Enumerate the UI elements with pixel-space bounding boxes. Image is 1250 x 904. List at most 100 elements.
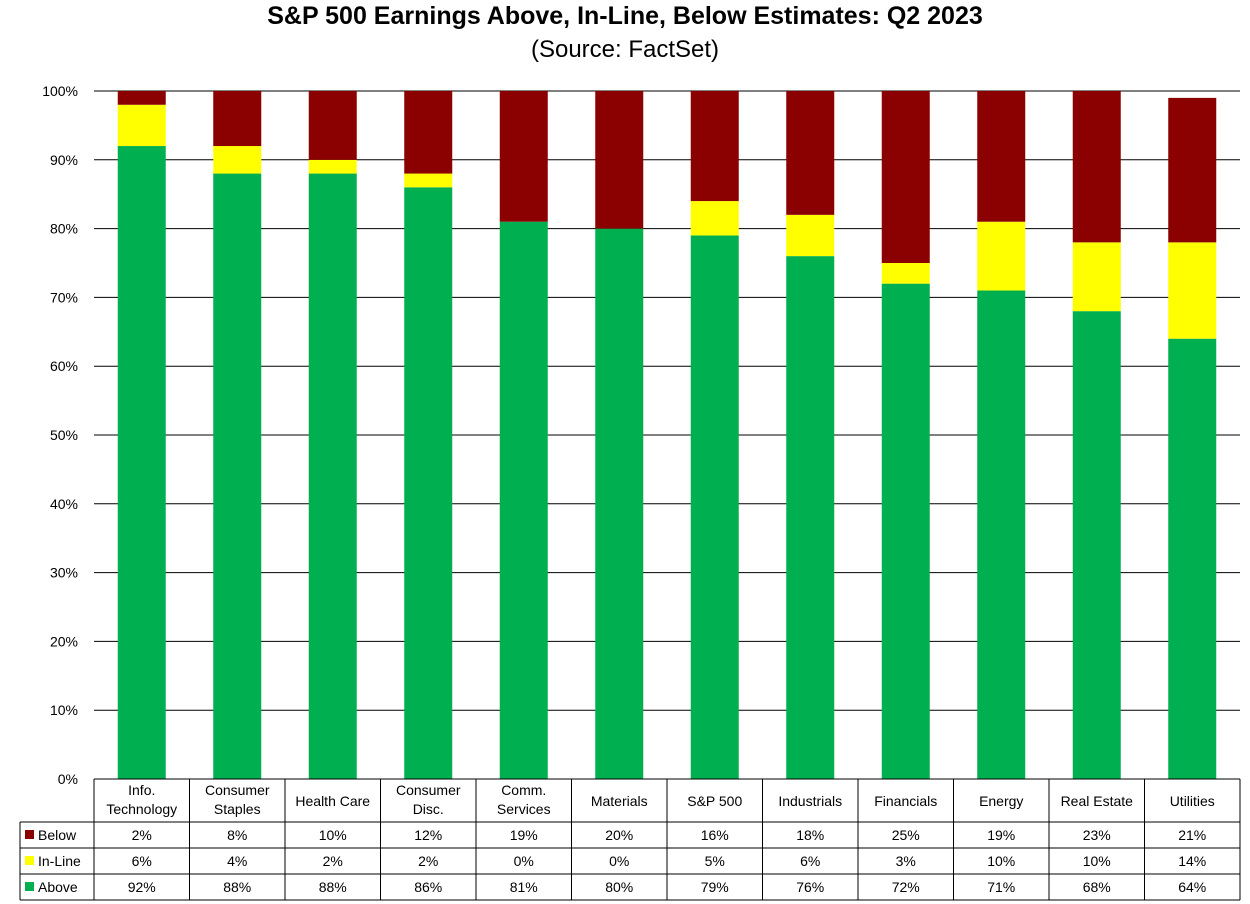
- data-label: 81%: [510, 879, 538, 895]
- data-label: 21%: [1178, 827, 1206, 843]
- bar-below: [213, 91, 262, 147]
- category-label: Utilities: [1170, 793, 1215, 809]
- bar-below: [1168, 97, 1217, 243]
- legend-label-below: Below: [38, 827, 77, 843]
- category-label: Disc.: [413, 801, 444, 817]
- data-label: 71%: [987, 879, 1015, 895]
- chart-title: S&P 500 Earnings Above, In-Line, Below E…: [267, 2, 983, 30]
- bar-below: [595, 91, 644, 229]
- bar-below: [690, 91, 739, 202]
- y-tick-label: 100%: [42, 83, 78, 99]
- data-label: 8%: [227, 827, 247, 843]
- data-label: 10%: [1083, 853, 1111, 869]
- data-label: 12%: [414, 827, 442, 843]
- data-label: 4%: [227, 853, 247, 869]
- data-label: 18%: [796, 827, 824, 843]
- data-label: 2%: [132, 827, 152, 843]
- y-tick-label: 80%: [50, 221, 78, 237]
- chart-subtitle: (Source: FactSet): [530, 36, 720, 63]
- bar-in-line: [881, 263, 930, 284]
- category-label: Technology: [106, 801, 177, 817]
- bar-in-line: [308, 159, 357, 174]
- data-label: 2%: [418, 853, 438, 869]
- bar-in-line: [404, 173, 453, 188]
- category-label: Consumer: [396, 782, 461, 798]
- data-label: 86%: [414, 879, 442, 895]
- bar-above: [1168, 338, 1217, 779]
- data-label: 19%: [987, 827, 1015, 843]
- y-tick-label: 50%: [50, 427, 78, 443]
- bar-above: [1072, 311, 1121, 779]
- category-label: Comm.: [501, 782, 546, 798]
- bar-above: [690, 235, 739, 780]
- category-label: Energy: [979, 793, 1023, 809]
- bar-below: [881, 91, 930, 263]
- y-tick-label: 0%: [58, 771, 78, 787]
- category-label: Services: [497, 801, 551, 817]
- data-label: 80%: [605, 879, 633, 895]
- data-label: 16%: [701, 827, 729, 843]
- data-label: 5%: [705, 853, 725, 869]
- bar-above: [308, 173, 357, 779]
- category-label: Info.: [128, 782, 155, 798]
- y-tick-label: 40%: [50, 496, 78, 512]
- category-label: Industrials: [778, 793, 842, 809]
- bar-above: [786, 256, 835, 779]
- data-label: 3%: [896, 853, 916, 869]
- category-label: Health Care: [295, 793, 370, 809]
- bar-in-line: [977, 221, 1026, 291]
- data-label: 25%: [892, 827, 920, 843]
- data-label: 88%: [223, 879, 251, 895]
- data-label: 68%: [1083, 879, 1111, 895]
- bar-above: [213, 173, 262, 779]
- bar-above: [404, 187, 453, 779]
- y-tick-label: 70%: [50, 289, 78, 305]
- data-label: 10%: [319, 827, 347, 843]
- category-label: Materials: [591, 793, 648, 809]
- y-tick-label: 20%: [50, 633, 78, 649]
- legend-swatch-below: [25, 830, 34, 839]
- data-label: 19%: [510, 827, 538, 843]
- data-label: 72%: [892, 879, 920, 895]
- bar-in-line: [786, 214, 835, 257]
- bar-in-line: [117, 104, 166, 147]
- bar-below: [117, 91, 166, 105]
- bar-in-line: [1072, 242, 1121, 312]
- data-label: 10%: [987, 853, 1015, 869]
- legend-swatch-in-line: [25, 856, 34, 865]
- bar-above: [881, 283, 930, 779]
- bar-below: [786, 91, 835, 215]
- bar-below: [404, 91, 453, 174]
- legend-label-in-line: In-Line: [38, 853, 81, 869]
- category-label: Financials: [874, 793, 937, 809]
- data-label: 6%: [800, 853, 820, 869]
- bar-above: [117, 146, 166, 780]
- bar-below: [499, 91, 548, 222]
- bar-in-line: [690, 201, 739, 236]
- bar-above: [499, 221, 548, 780]
- y-tick-label: 60%: [50, 358, 78, 374]
- bar-above: [595, 228, 644, 780]
- bar-above: [977, 290, 1026, 779]
- data-label: 2%: [323, 853, 343, 869]
- data-label: 79%: [701, 879, 729, 895]
- category-label: Real Estate: [1061, 793, 1134, 809]
- data-label: 14%: [1178, 853, 1206, 869]
- data-label: 92%: [128, 879, 156, 895]
- data-label: 0%: [609, 853, 629, 869]
- category-label: S&P 500: [687, 793, 742, 809]
- legend-label-above: Above: [38, 879, 78, 895]
- data-label: 88%: [319, 879, 347, 895]
- bar-below: [1072, 91, 1121, 243]
- data-label: 0%: [514, 853, 534, 869]
- data-label: 76%: [796, 879, 824, 895]
- bar-below: [977, 91, 1026, 222]
- category-label: Staples: [214, 801, 261, 817]
- data-label: 6%: [132, 853, 152, 869]
- data-label: 20%: [605, 827, 633, 843]
- category-label: Consumer: [205, 782, 270, 798]
- y-tick-label: 30%: [50, 565, 78, 581]
- y-tick-label: 10%: [50, 702, 78, 718]
- bar-in-line: [1168, 242, 1217, 339]
